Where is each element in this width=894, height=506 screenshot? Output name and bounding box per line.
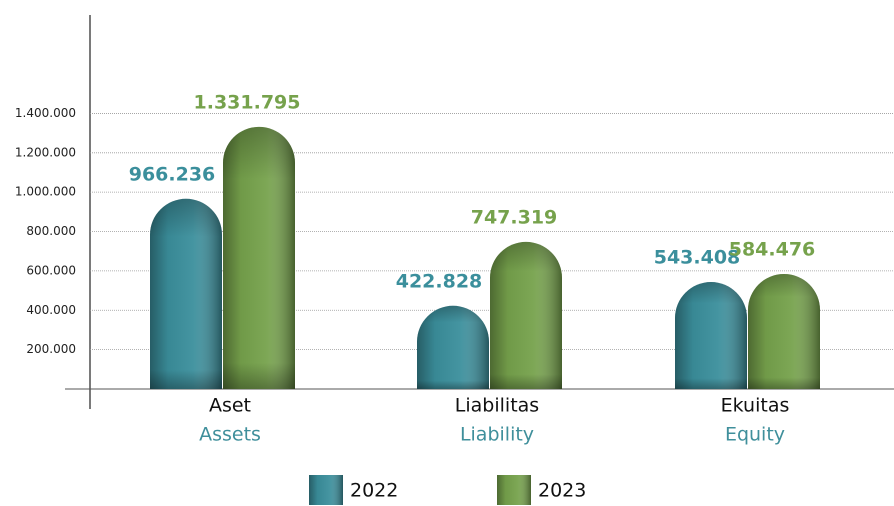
value-label: 422.828 [396,270,483,292]
x-tick-sublabel: Assets [199,424,261,446]
legend-label: 2023 [538,480,586,502]
y-tick-label: 1.200.000 [15,145,76,159]
y-tick-label: 600.000 [26,263,76,277]
y-tick-label: 1.000.000 [15,185,76,199]
x-tick-label: Ekuitas [721,395,790,417]
legend-label: 2022 [350,480,398,502]
value-label: 747.319 [471,206,558,228]
x-tick-label: Aset [209,395,251,417]
value-label: 543.408 [654,247,741,269]
y-tick-label: 200.000 [26,342,76,356]
value-label: 1.331.795 [194,91,301,113]
bar-shade [150,198,222,389]
x-tick-sublabel: Equity [725,424,785,446]
bar-shade [417,305,489,389]
bar-shade [223,126,295,389]
y-tick-label: 1.400.000 [15,106,76,120]
value-label: 584.476 [729,238,816,260]
bar-shade [490,241,562,389]
legend-swatch-shade [309,475,343,505]
x-tick-label: Liabilitas [455,395,539,417]
y-tick-label: 400.000 [26,303,76,317]
bar-shade [675,282,747,389]
y-tick-label: 800.000 [26,224,76,238]
x-tick-sublabel: Liability [460,424,534,446]
bar-shade [748,273,820,389]
legend-swatch-shade [497,475,531,505]
value-label: 966.236 [129,163,216,185]
